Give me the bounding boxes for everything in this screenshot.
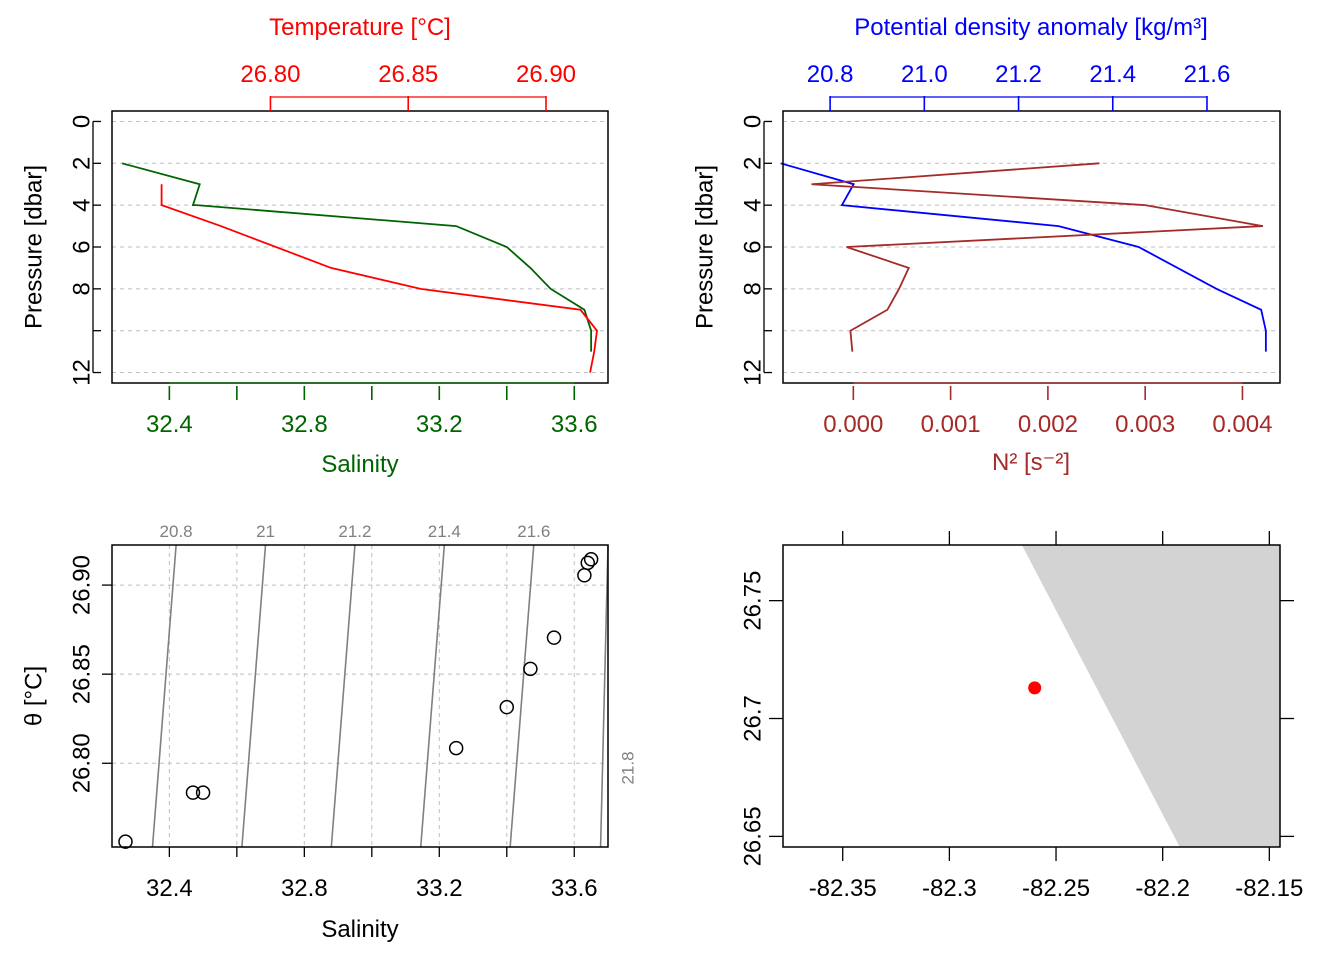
x-tick-label: -82.3	[922, 875, 977, 902]
n2-axis-title: N² [s⁻²]	[992, 449, 1070, 476]
x-tick-label: 33.2	[416, 875, 463, 902]
y-tick-label: 12	[69, 359, 96, 386]
salinity-axis-title: Salinity	[321, 451, 398, 478]
x-tick-label: -82.25	[1022, 875, 1090, 902]
isopycnal-line	[599, 544, 609, 848]
ts-point	[546, 630, 562, 645]
salinity-tick-label: 32.8	[281, 411, 328, 438]
isopycnal-line	[509, 544, 535, 848]
density-tick-label: 21.2	[995, 61, 1042, 88]
ts-point	[583, 552, 599, 567]
n2-line	[811, 162, 1264, 352]
y-tick-label: 26.65	[740, 806, 767, 866]
y-tick-label: 8	[740, 282, 767, 295]
n2-tick-label: 0.003	[1115, 411, 1175, 438]
y-tick-label: 6	[69, 240, 96, 253]
density-tick-label: 21.0	[901, 61, 948, 88]
isopycnal-line	[151, 544, 177, 848]
y-tick-label: 26.90	[69, 555, 96, 615]
y-tick-label: 8	[69, 282, 96, 295]
isopycnal-label: 21.4	[428, 522, 461, 541]
y-tick-label: 6	[740, 240, 767, 253]
x-tick-label: 32.8	[281, 875, 328, 902]
ts-point	[523, 661, 538, 677]
n2-tick-label: 0.002	[1018, 411, 1078, 438]
x-tick-label: -82.2	[1135, 875, 1190, 902]
station-marker	[1028, 681, 1042, 695]
temperature-tick-label: 26.80	[240, 61, 300, 88]
density-tick-label: 21.4	[1089, 61, 1136, 88]
x-tick-label: 32.4	[146, 875, 193, 902]
isopycnal-label: 21.2	[338, 522, 371, 541]
x-tick-label: -82.35	[809, 875, 877, 902]
ts-point	[185, 785, 201, 800]
x-axis-title: Salinity	[321, 916, 398, 943]
ts-point	[580, 555, 596, 571]
x-tick-label: 33.6	[551, 875, 598, 902]
density-tick-label: 21.6	[1184, 61, 1231, 88]
isopycnal-line	[241, 544, 267, 848]
density-line	[780, 162, 1267, 352]
y-tick-label: 12	[740, 359, 767, 386]
temperature-tick-label: 26.90	[516, 61, 576, 88]
isopycnal-label: 20.8	[160, 522, 193, 541]
isopycnal-line	[419, 544, 446, 848]
temperature-axis-title: Temperature [°C]	[269, 14, 451, 41]
ts-point	[499, 699, 515, 715]
salinity-line	[121, 162, 593, 352]
x-tick-label: -82.15	[1235, 875, 1303, 902]
y-tick-label: 26.80	[69, 733, 96, 793]
panel-density-n2-profile: 0 2 4 6 8 12 Pressure [dbar] 0.000 0.001 0.002 0.0…	[692, 14, 1281, 476]
panel-ts-diagram: 20.8 21 21.2 21.4 21.6 21.8 32.4 32.8 33.2 33.6 Sa…	[21, 522, 638, 943]
density-tick-label: 20.8	[807, 61, 854, 88]
y-tick-label: 26.75	[740, 571, 767, 631]
y-tick-label: 2	[740, 157, 767, 170]
density-axis-title: Potential density anomaly [kg/m³]	[854, 14, 1208, 41]
isopycnal-label: 21.6	[517, 522, 550, 541]
ts-point	[195, 785, 211, 800]
y-tick-label: 4	[69, 198, 96, 211]
ts-point	[448, 740, 464, 756]
isopycnal-label: 21	[256, 522, 275, 541]
land-polygon	[1021, 545, 1280, 847]
temperature-line	[160, 184, 598, 373]
salinity-tick-label: 33.2	[416, 411, 463, 438]
y-tick-label: 26.7	[740, 695, 767, 742]
panel-station-map: -82.35 -82.3 -82.25 -82.2 -82.15 26.65 26.7 26.…	[740, 531, 1303, 902]
ts-point	[577, 568, 592, 583]
plot-frame	[782, 544, 1281, 848]
n2-tick-label: 0.004	[1212, 411, 1272, 438]
salinity-tick-label: 33.6	[551, 411, 598, 438]
y-axis-title: θ [°C]	[21, 666, 48, 726]
isopycnal-line	[330, 544, 356, 848]
y-tick-label: 2	[69, 157, 96, 170]
y-axis-title: Pressure [dbar]	[21, 165, 48, 329]
y-tick-label: 0	[740, 115, 767, 128]
n2-tick-label: 0.000	[823, 411, 883, 438]
panel-ts-profile: 0 2 4 6 8 12 Pressure [dbar] 32.4 32.8 33.2 33.6 Sa…	[21, 14, 609, 478]
temperature-tick-label: 26.85	[378, 61, 438, 88]
isopycnal-label: 21.8	[619, 751, 638, 784]
y-tick-label: 4	[740, 198, 767, 211]
plot-frame	[111, 544, 609, 848]
y-tick-label: 0	[69, 115, 96, 128]
ts-point	[118, 834, 133, 849]
y-axis-title: Pressure [dbar]	[692, 165, 719, 329]
n2-tick-label: 0.001	[921, 411, 981, 438]
y-tick-label: 26.85	[69, 644, 96, 704]
salinity-tick-label: 32.4	[146, 411, 193, 438]
